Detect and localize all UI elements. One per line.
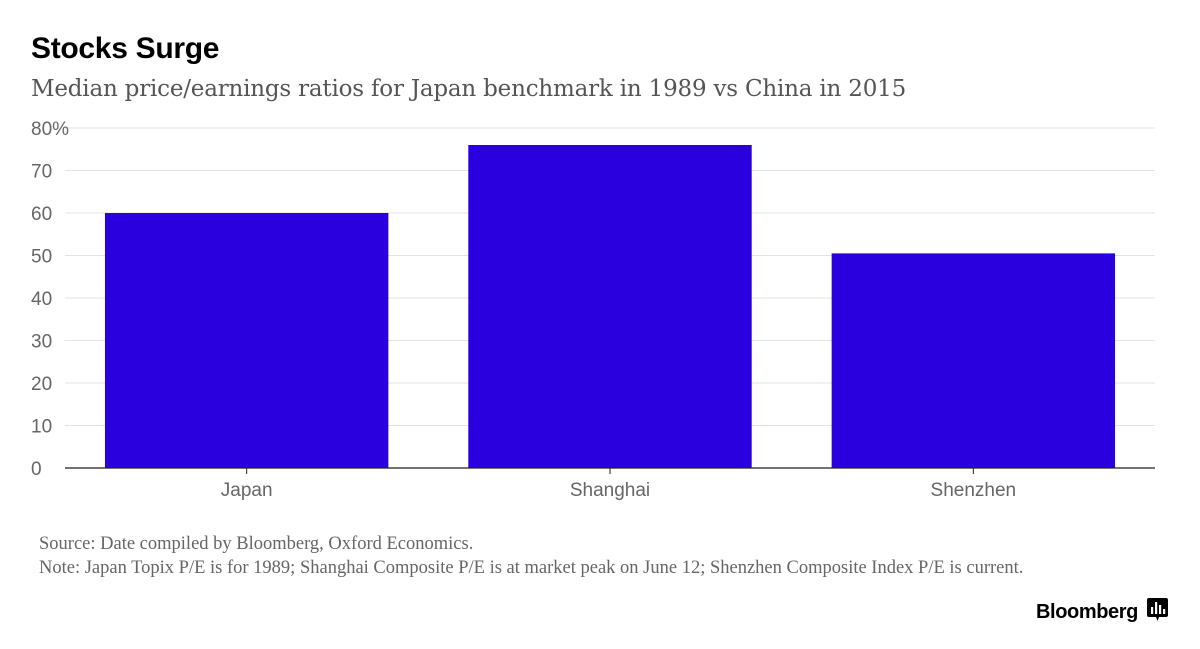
- chart-notes: Source: Date compiled by Bloomberg, Oxfo…: [39, 532, 1079, 580]
- brand-name: Bloomberg: [1036, 601, 1138, 623]
- y-tick-label: 60: [31, 204, 52, 225]
- x-tick-label: Shenzhen: [931, 480, 1017, 501]
- footnote: Note: Japan Topix P/E is for 1989; Shang…: [39, 558, 1024, 578]
- source-note: Source: Date compiled by Bloomberg, Oxfo…: [39, 534, 474, 554]
- y-tick-label: 70: [31, 162, 52, 183]
- bar: [468, 145, 752, 468]
- y-tick-label: 80%: [31, 119, 69, 140]
- bar: [104, 213, 389, 468]
- brand-logo: Bloomberg: [1036, 598, 1168, 627]
- y-tick-label: 0: [31, 459, 42, 480]
- bar-chart: 0 10 20 30 40 50 60 70 80% Japan Shanghai Shenzhen: [31, 119, 1155, 501]
- y-tick-label: 30: [31, 332, 52, 353]
- x-tick-label: Japan: [221, 480, 273, 501]
- y-tick-label: 20: [31, 374, 52, 395]
- x-tick-label: Shanghai: [570, 480, 650, 501]
- bar-chart-speech-icon: [1146, 598, 1168, 627]
- y-tick-label: 50: [31, 247, 52, 268]
- y-tick-label: 10: [31, 417, 52, 438]
- bar: [831, 253, 1116, 468]
- chart-title: Stocks Surge: [31, 32, 220, 65]
- chart-subtitle: Median price/earnings ratios for Japan b…: [31, 76, 907, 102]
- y-tick-label: 40: [31, 289, 52, 310]
